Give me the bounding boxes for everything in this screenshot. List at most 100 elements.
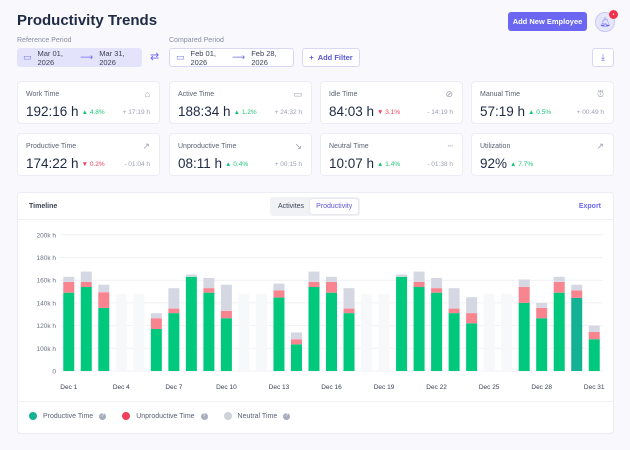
- bar-neutral-time: [396, 274, 408, 277]
- bar-productive-time: [308, 287, 320, 371]
- bar-group[interactable]: [115, 293, 127, 371]
- bar-group[interactable]: [553, 276, 565, 371]
- bar-neutral-time: [308, 271, 320, 282]
- swap-periods-icon[interactable]: ⇄: [150, 51, 160, 63]
- bar-neutral-time: [290, 332, 302, 340]
- tab-activities[interactable]: Activites: [278, 203, 305, 210]
- add-filter-button[interactable]: + Add Filter: [302, 48, 360, 67]
- bar-group[interactable]: [203, 277, 215, 371]
- card-delta: - 14:19 h: [427, 109, 453, 116]
- bar-productive-time: [273, 297, 285, 371]
- empty-day-bar: [238, 293, 250, 371]
- card-value: 188:34 h ▲ 1.2%: [178, 104, 257, 119]
- add-new-employee-button[interactable]: Add New Employee: [508, 12, 587, 31]
- empty-day-bar: [361, 293, 373, 371]
- help-icon[interactable]: ?: [283, 412, 291, 420]
- bar-group[interactable]: [290, 332, 302, 371]
- bar-group[interactable]: [80, 271, 92, 371]
- bar-unproductive-time: [343, 308, 355, 314]
- bar-group[interactable]: [308, 271, 320, 371]
- notifications-button[interactable]: 🔔︎ •: [595, 10, 618, 32]
- bar-group[interactable]: [185, 274, 197, 371]
- trend-down-icon: ↘: [294, 141, 302, 151]
- bar-productive-time: [536, 318, 548, 371]
- bar-group[interactable]: [378, 293, 390, 371]
- card-value: 08:11 h ▲ 0.4%: [178, 156, 249, 171]
- calendar-compare-icon: ▭: [176, 52, 185, 62]
- bar-unproductive-time: [168, 308, 180, 314]
- bar-group[interactable]: [63, 276, 75, 371]
- bar-productive-time: [185, 276, 197, 371]
- card-value: 84:03 h ▼ 3.1%: [329, 104, 401, 119]
- bar-group[interactable]: [501, 293, 513, 371]
- legend-unproductive[interactable]: Unproductive Time?: [122, 412, 208, 420]
- download-icon: ⤓: [601, 52, 605, 62]
- bar-unproductive-time: [63, 281, 75, 293]
- timeline-title: Timeline: [29, 203, 58, 210]
- card-label: Unproductive Time: [178, 143, 237, 150]
- bar-group[interactable]: [466, 297, 478, 371]
- legend-label: Productive Time: [43, 412, 94, 420]
- bar-group[interactable]: [255, 293, 267, 371]
- notification-badge: •: [609, 10, 618, 19]
- bar-group[interactable]: [588, 325, 600, 371]
- bar-group[interactable]: [361, 293, 373, 371]
- bar-group[interactable]: [396, 274, 408, 371]
- stat-card-neutral-time: Neutral Time ┄ 10:07 h ▲ 1.4% - 01:38 h: [320, 133, 463, 176]
- trend-up-icon: ↗: [142, 141, 150, 151]
- bar-neutral-time: [518, 279, 530, 288]
- stat-card-manual-time: Manual Time ⏰︎ 57:19 h ▲ 0.5% + 00:49 h: [471, 81, 614, 124]
- stat-card-active-time: Active Time ▭ 188:34 h ▲ 1.2% + 24:32 h: [169, 81, 312, 124]
- help-icon[interactable]: ?: [200, 412, 208, 420]
- bar-group[interactable]: [220, 284, 232, 371]
- add-filter-label: Add Filter: [317, 53, 353, 62]
- help-icon[interactable]: ?: [99, 412, 107, 420]
- bar-neutral-time: [588, 325, 600, 332]
- bell-icon: 🔔︎: [599, 16, 611, 27]
- bar-group[interactable]: [448, 288, 460, 371]
- legend-neutral[interactable]: Neutral Time?: [223, 412, 291, 420]
- bar-group[interactable]: [238, 293, 250, 371]
- card-label: Neutral Time: [329, 143, 369, 150]
- bar-productive-time: [431, 292, 443, 371]
- reference-period-picker[interactable]: ▭ Mar 01, 2026 ⟶ Mar 31, 2026: [17, 48, 142, 67]
- bar-unproductive-time: [431, 288, 443, 293]
- chart-legend: Productive Time? Unproductive Time? Neut…: [29, 412, 306, 420]
- bar-group[interactable]: [571, 284, 583, 371]
- bar-group[interactable]: [431, 277, 443, 371]
- legend-label: Neutral Time: [237, 412, 278, 420]
- bar-productive-time: [571, 297, 583, 371]
- dashes-icon: ┄: [447, 141, 453, 151]
- bar-group[interactable]: [413, 271, 425, 371]
- tab-productivity[interactable]: Productivity: [310, 199, 359, 214]
- bar-group[interactable]: [98, 284, 110, 371]
- compared-period-picker[interactable]: ▭ Feb 01, 2026 ⟶ Feb 28, 2026: [169, 48, 294, 67]
- bar-group[interactable]: [133, 293, 145, 371]
- bar-group[interactable]: [483, 293, 495, 371]
- bar-neutral-time: [343, 288, 355, 309]
- card-change-percent: ▲ 1.2%: [233, 109, 257, 116]
- bar-group[interactable]: [168, 288, 180, 371]
- y-tick-label: 200k h: [36, 232, 56, 239]
- card-value: 192:16 h ▲ 4.8%: [26, 104, 105, 119]
- card-change-percent: ▲ 4.8%: [81, 109, 105, 116]
- empty-day-bar: [501, 293, 513, 371]
- y-tick-label: 120k h: [36, 323, 56, 330]
- compared-start-date: Feb 01, 2026: [190, 48, 216, 67]
- monitor-icon: ▭: [293, 89, 302, 99]
- export-link[interactable]: Export: [578, 203, 601, 210]
- card-change-percent: ▲ 0.5%: [528, 109, 552, 116]
- bar-group[interactable]: [343, 288, 355, 371]
- download-button[interactable]: ⤓: [592, 48, 614, 67]
- legend-dot: [223, 412, 232, 420]
- bar-productive-time: [413, 287, 425, 371]
- x-tick-label: Dec 13: [269, 384, 290, 391]
- bar-group[interactable]: [273, 283, 285, 371]
- bar-neutral-time: [185, 274, 197, 277]
- bar-group[interactable]: [518, 279, 530, 371]
- y-tick-label: 0: [52, 369, 56, 376]
- bar-group[interactable]: [150, 313, 162, 371]
- bar-group[interactable]: [326, 276, 337, 371]
- bar-group[interactable]: [536, 302, 548, 371]
- legend-productive[interactable]: Productive Time?: [29, 412, 107, 420]
